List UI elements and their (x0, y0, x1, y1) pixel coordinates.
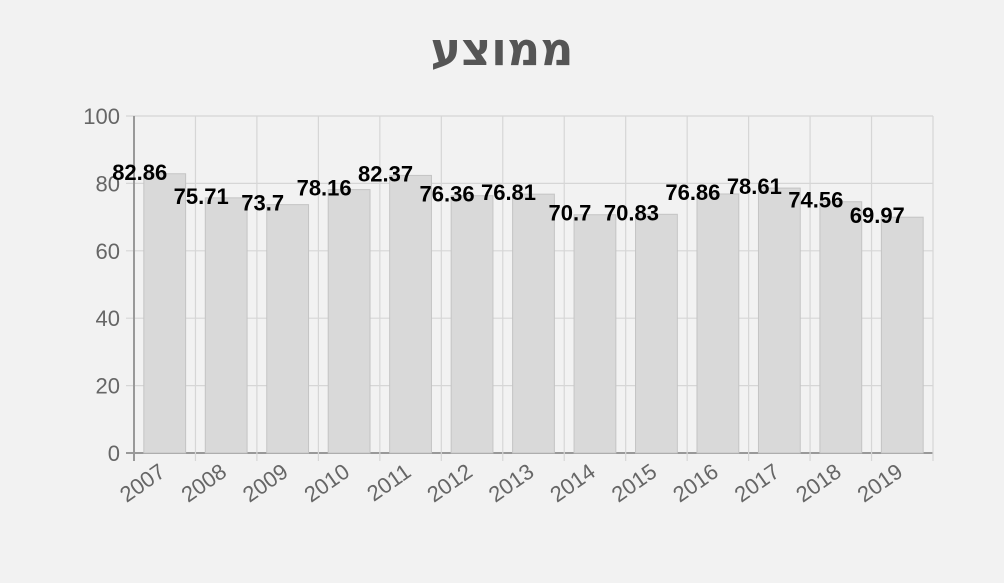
bar (696, 193, 740, 454)
bar (450, 195, 494, 454)
x-tick-label: 2011 (362, 459, 415, 507)
data-label: 76.36 (420, 182, 475, 207)
x-tick-label: 2015 (607, 459, 661, 508)
bar (635, 213, 678, 454)
x-tick-label: 2010 (300, 459, 354, 508)
bar (266, 204, 310, 454)
data-label: 82.86 (112, 160, 167, 185)
y-tick-label: 40 (96, 306, 120, 331)
x-tick-label: 2019 (853, 459, 907, 508)
y-tick-label: 80 (96, 171, 120, 196)
data-label: 70.83 (604, 200, 659, 225)
y-tick-label: 0 (108, 441, 120, 466)
bar (143, 173, 187, 454)
bar (389, 174, 432, 454)
data-label: 78.61 (727, 174, 782, 199)
bar (327, 189, 371, 454)
bar (757, 187, 801, 454)
x-tick-label: 2013 (484, 459, 538, 508)
bar (819, 201, 863, 454)
x-tick-label: 2017 (730, 459, 784, 508)
x-tick-label: 2009 (238, 459, 292, 508)
bar (204, 197, 248, 454)
x-tick-label: 2014 (545, 459, 599, 508)
bar (512, 193, 555, 454)
data-label: 76.86 (665, 180, 720, 205)
data-label: 75.71 (174, 184, 229, 209)
y-tick-label: 60 (96, 239, 120, 264)
x-tick-label: 2018 (791, 459, 845, 508)
data-label: 82.37 (358, 161, 413, 186)
x-tick-label: 2012 (422, 459, 476, 508)
data-label: 69.97 (850, 203, 905, 228)
data-label: 74.56 (788, 188, 843, 213)
data-label: 70.7 (549, 201, 592, 226)
data-label: 78.16 (297, 176, 352, 201)
bar (573, 214, 617, 454)
bar (880, 216, 924, 454)
y-tick-label: 100 (83, 104, 120, 129)
chart-title: ממוצע (430, 22, 574, 76)
data-label: 76.81 (481, 180, 536, 205)
data-label: 73.7 (241, 191, 284, 216)
x-tick-label: 2016 (668, 459, 722, 508)
y-tick-label: 20 (96, 374, 120, 399)
x-tick-label: 2008 (177, 459, 231, 508)
x-tick-label: 2007 (115, 459, 169, 508)
